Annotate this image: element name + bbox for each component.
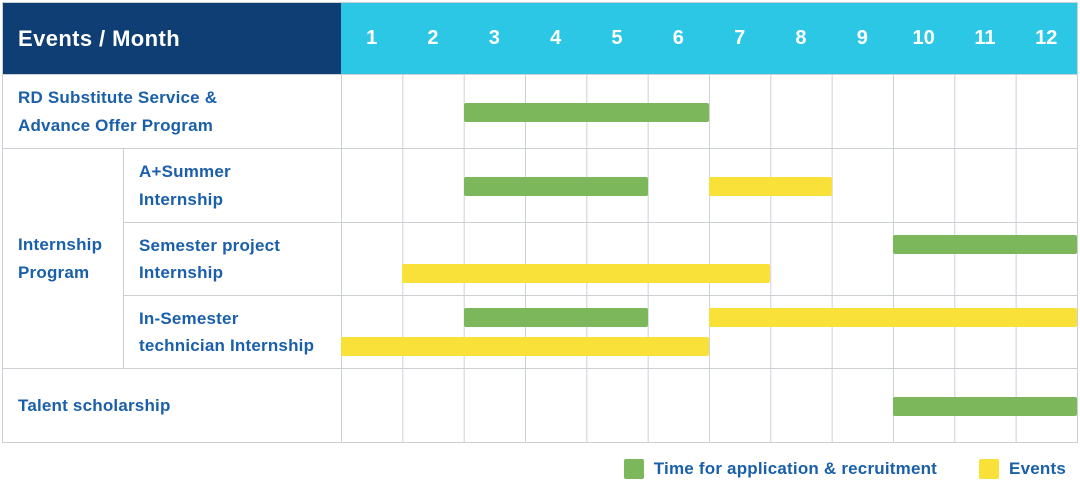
label-line: Program [18,262,90,282]
table-row: RD Substitute Service & Advance Offer Pro… [3,75,1077,148]
label-line: Advance Offer Program [18,115,214,135]
subrows: A+Summer Internship Semester project Intern… [123,149,1077,368]
table-row: In-Semester technician Internship [123,295,1077,368]
row-label-cell: In-Semester technician Internship [123,296,341,368]
table-row: Talent scholarship [3,369,1077,442]
row-label-cell: Semester project Internship [123,223,341,295]
application-bar [893,235,1077,254]
timeline-cell [341,75,1077,148]
legend-item: Events [979,459,1066,479]
events-swatch [979,459,1000,479]
events-bar [341,337,709,356]
application-bar [463,308,648,327]
label-line: RD Substitute Service & [18,88,218,108]
month-header-cell: 5 [611,27,623,49]
application-bar [463,176,648,196]
application-swatch [623,459,644,479]
month-header-row: 1 2 3 4 5 6 7 8 9 10 11 12 [341,3,1077,74]
label-line: Semester project [139,235,281,255]
timeline-cell [341,223,1077,295]
application-bar [893,396,1077,416]
timeline-cell [341,296,1077,368]
month-header-cell: 9 [856,27,868,49]
legend-label: Time for application & recruitment [653,459,938,478]
row-group: Talent scholarship [3,368,1077,442]
label-line: In-Semester [139,308,239,328]
month-header-cell: 4 [550,27,562,49]
label-line: Internship [18,235,103,255]
table-header: Events / Month 1 2 3 4 5 6 7 8 9 10 11 12 [3,3,1077,74]
month-header-cell: 10 [912,27,935,49]
row-label-cell: Talent scholarship [3,369,341,442]
table-row: A+Summer Internship [123,149,1077,222]
label-line: Internship [139,263,224,282]
month-header-cell: 12 [1035,27,1058,49]
month-header-cell: 11 [974,27,996,49]
row-group: Internship Program A+Summer Internship Semes… [3,148,1077,368]
month-header-cell: 1 [366,27,378,49]
month-header-cell: 6 [672,27,684,49]
month-header-cell: 8 [795,27,807,49]
label-line: Talent scholarship [18,395,171,415]
timeline-cell [341,369,1077,442]
timeline-cell [341,149,1077,222]
label-line: Internship [139,189,224,209]
month-header-cell: 7 [734,27,746,49]
table-body: RD Substitute Service & Advance Offer Pro… [3,74,1077,442]
month-header-cell: 3 [488,27,500,49]
row-label-cell: A+Summer Internship [123,149,341,222]
table-header-title: Events / Month [3,3,341,74]
gantt-table: Events / Month 1 2 3 4 5 6 7 8 9 10 11 12 RD Substi… [2,2,1078,443]
row-group: RD Substitute Service & Advance Offer Pro… [3,74,1077,148]
label-line: A+Summer [139,162,231,182]
month-header-cell: 2 [427,27,439,49]
events-bar [709,176,832,196]
application-bar [463,102,709,122]
table-row: Semester project Internship [123,222,1077,295]
group-label-cell: Internship Program [3,149,123,368]
label-line: technician Internship [139,336,315,355]
legend-label: Events [1009,459,1066,478]
events-bar [402,264,771,283]
row-label-cell: RD Substitute Service & Advance Offer Pro… [3,75,341,148]
legend: Time for application & recruitment Events [2,443,1078,495]
events-bar [709,308,1077,327]
legend-item: Time for application & recruitment [623,459,938,479]
